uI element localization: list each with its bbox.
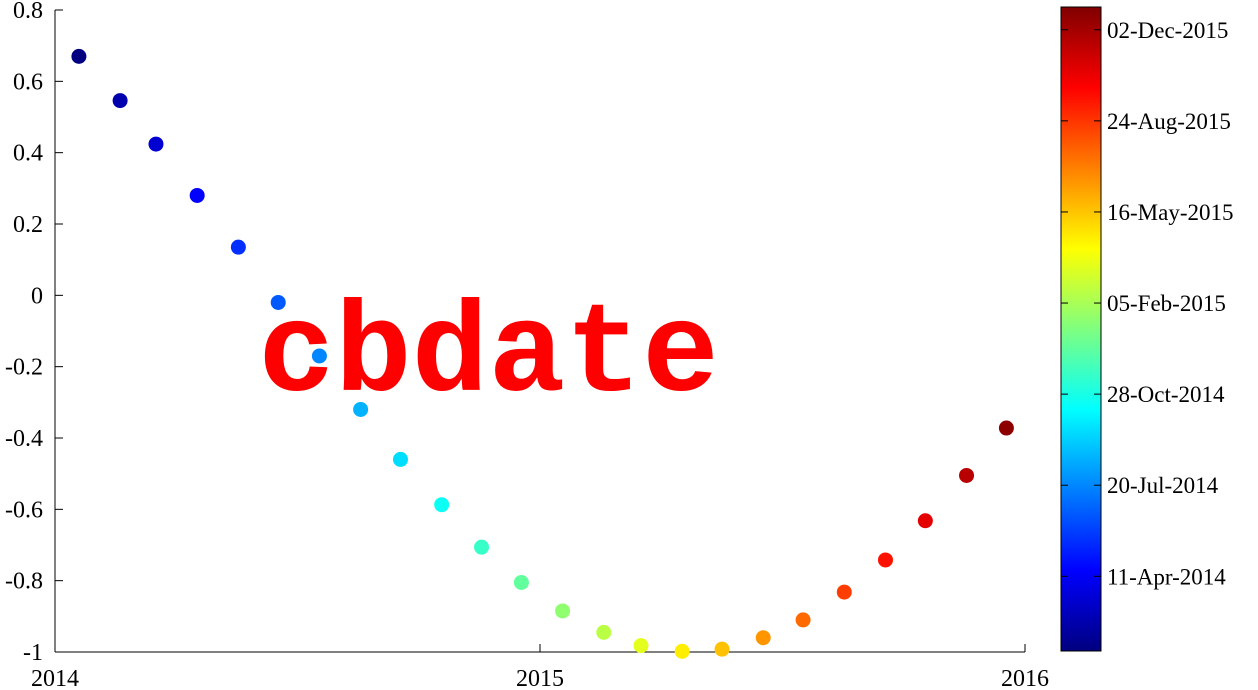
scatter-point (917, 513, 933, 529)
colorbar-tick-label: 28-Oct-2014 (1107, 382, 1225, 407)
scatter-point (714, 641, 730, 657)
scatter-point (353, 401, 369, 417)
scatter-point (633, 638, 649, 654)
y-tick-label: 0 (31, 283, 43, 309)
y-tick-label: 0.4 (13, 141, 43, 167)
scatter-point (311, 348, 327, 364)
colorbar-tick-label: 24-Aug-2015 (1107, 109, 1231, 134)
scatter-point (555, 603, 571, 619)
scatter-point (148, 136, 164, 152)
x-tick-label: 2014 (31, 666, 79, 690)
scatter-point (434, 497, 450, 513)
scatter-point (270, 294, 286, 310)
scatter-point (112, 93, 128, 109)
colorbar-tick-label: 11-Apr-2014 (1107, 564, 1226, 589)
x-tick-label: 2015 (516, 666, 564, 690)
y-tick-label: 0.6 (13, 69, 43, 95)
scatter-point (755, 630, 771, 646)
scatter-point (513, 574, 529, 590)
scatter-point (596, 624, 612, 640)
scatter-point (674, 643, 690, 659)
scatter-point (795, 612, 811, 628)
scatter-point (959, 467, 975, 483)
scatter-point (230, 239, 246, 255)
y-tick-label: 0.8 (13, 0, 43, 24)
colorbar: 11-Apr-2014 20-Jul-2014 28-Oct-2014 05-Feb-… (1060, 6, 1233, 652)
x-tick-label: 2016 (1001, 666, 1049, 690)
y-tick-label: -0.2 (5, 355, 43, 381)
scatter-point (189, 187, 205, 203)
y-tick-label: -0.8 (5, 569, 43, 595)
scatter-point (877, 552, 893, 568)
colorbar-tick-label: 20-Jul-2014 (1107, 473, 1219, 498)
colorbar-tick-label: 02-Dec-2015 (1107, 18, 1228, 43)
colorbar-gradient (1060, 6, 1102, 652)
y-tick-label: -0.6 (5, 497, 43, 523)
y-tick-label: -1 (23, 640, 43, 666)
y-tick-label: 0.2 (13, 212, 43, 238)
scatter-point (474, 539, 490, 555)
scatter-point (392, 451, 408, 467)
y-tick-label: -0.4 (5, 426, 43, 452)
data-points (71, 48, 1014, 659)
colorbar-tick-label: 16-May-2015 (1107, 200, 1233, 225)
scatter-point (998, 420, 1014, 436)
scatter-point (836, 584, 852, 600)
watermark-text: cbdate (258, 284, 719, 429)
colorbar-tick-label: 05-Feb-2015 (1107, 291, 1226, 316)
scatter-point (71, 48, 87, 64)
